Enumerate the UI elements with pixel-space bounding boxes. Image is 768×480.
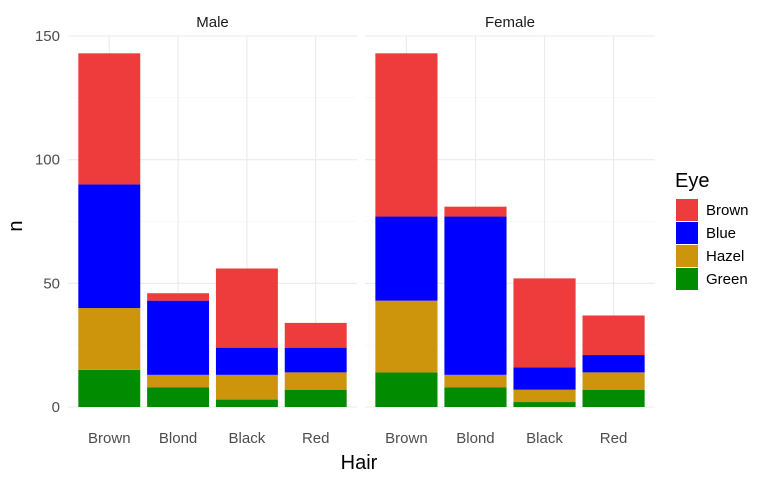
x-tick-label-male-brown: Brown	[88, 430, 131, 447]
bar-male-brown-brown	[78, 53, 141, 185]
bar-male-brown-hazel	[78, 308, 141, 370]
legend-swatch-blue	[676, 222, 698, 244]
bar-male-blond-green	[147, 387, 210, 407]
bar-female-black-blue	[513, 367, 576, 390]
x-tick-label-female-black: Black	[526, 430, 563, 447]
facet-panel-male: Brown Blond Black Red Male	[68, 14, 357, 447]
x-tick-label-female-blond: Blond	[456, 430, 494, 447]
bar-female-blond-blue	[444, 216, 507, 375]
x-tick-label-female-brown: Brown	[385, 430, 428, 447]
bar-female-blond-green	[444, 387, 507, 407]
bar-male-black-hazel	[215, 374, 278, 400]
bar-male-red-blue	[284, 347, 347, 373]
facet-strip-label-female: Female	[485, 14, 535, 31]
facet-strip-label-male: Male	[196, 14, 229, 31]
bar-female-red-green	[582, 389, 645, 407]
legend-label-blue: Blue	[706, 225, 736, 242]
bar-male-red-brown	[284, 322, 347, 348]
bar-male-blond-blue	[147, 300, 210, 375]
legend-item-green: Green	[676, 268, 748, 290]
bar-female-brown-green	[375, 372, 438, 407]
legend-swatch-green	[676, 268, 698, 290]
facet-panel-female: Brown Blond Black Red Female	[365, 14, 655, 447]
bar-female-black-brown	[513, 278, 576, 368]
x-tick-label-male-blond: Blond	[159, 430, 197, 447]
y-axis-title: n	[5, 220, 27, 231]
bar-female-blond-hazel	[444, 374, 507, 388]
bar-female-blond-brown	[444, 206, 507, 217]
bar-male-brown-green	[78, 369, 141, 407]
x-tick-label-female-red: Red	[600, 430, 628, 447]
bar-female-brown-brown	[375, 53, 438, 217]
legend-label-green: Green	[706, 271, 748, 288]
bar-female-brown-hazel	[375, 300, 438, 373]
legend-item-hazel: Hazel	[676, 245, 744, 267]
y-axis: 0 50 100 150	[35, 28, 60, 416]
y-tick-label-150: 150	[35, 28, 60, 45]
bar-female-black-green	[513, 402, 576, 407]
legend-title: Eye	[675, 170, 709, 192]
y-tick-label-0: 0	[52, 399, 60, 416]
bar-male-black-brown	[215, 268, 278, 348]
x-axis-title: Hair	[341, 452, 378, 474]
bar-male-blond-hazel	[147, 374, 210, 388]
legend-swatch-hazel	[676, 245, 698, 267]
legend-swatch-brown	[676, 199, 698, 221]
x-tick-label-male-red: Red	[302, 430, 330, 447]
legend-item-blue: Blue	[676, 222, 736, 244]
legend-label-hazel: Hazel	[706, 248, 744, 265]
legend-label-brown: Brown	[706, 202, 749, 219]
bar-male-black-green	[215, 399, 278, 407]
facet-panels: Brown Blond Black Red Male Brown Blond Black Red…	[68, 14, 655, 447]
y-tick-label-100: 100	[35, 152, 60, 169]
bar-female-brown-blue	[375, 216, 438, 301]
legend: Eye Brown Blue Hazel Green	[675, 170, 749, 290]
bar-female-red-brown	[582, 315, 645, 356]
x-tick-label-male-black: Black	[229, 430, 266, 447]
bar-male-blond-brown	[147, 293, 210, 301]
bar-female-red-hazel	[582, 372, 645, 390]
bar-female-red-blue	[582, 355, 645, 373]
legend-item-brown: Brown	[676, 199, 749, 221]
bar-female-black-hazel	[513, 389, 576, 403]
bar-male-brown-blue	[78, 184, 141, 309]
bar-male-red-green	[284, 389, 347, 407]
bar-male-red-hazel	[284, 372, 347, 390]
y-tick-label-50: 50	[43, 275, 60, 292]
bar-male-black-blue	[215, 347, 278, 375]
